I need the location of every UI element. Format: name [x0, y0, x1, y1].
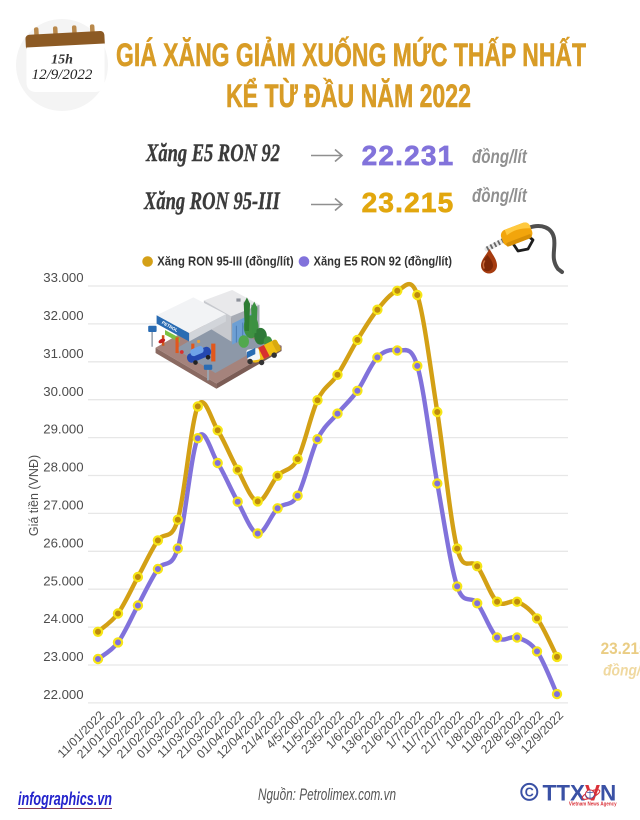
svg-text:33.000: 33.000 — [43, 270, 83, 285]
svg-text:32.000: 32.000 — [43, 308, 83, 323]
svg-text:30.000: 30.000 — [43, 384, 83, 399]
svg-text:Giá tiền (VNĐ): Giá tiền (VNĐ) — [27, 455, 41, 536]
svg-text:27.000: 27.000 — [43, 498, 83, 513]
svg-text:C: C — [525, 785, 534, 799]
svg-text:31.000: 31.000 — [43, 346, 83, 361]
svg-text:Xăng RON 95-III (đồng/lít): Xăng RON 95-III (đồng/lít) — [157, 254, 294, 268]
svg-text:22.000: 22.000 — [43, 687, 83, 702]
svg-text:12/9/2022: 12/9/2022 — [32, 67, 93, 83]
svg-text:15h: 15h — [51, 53, 73, 68]
svg-text:28.000: 28.000 — [43, 460, 83, 475]
svg-text:đồng/lít: đồng/lít — [603, 663, 640, 680]
svg-text:26.000: 26.000 — [43, 535, 83, 550]
svg-text:23.000: 23.000 — [43, 649, 83, 664]
svg-text:25.000: 25.000 — [43, 573, 83, 588]
svg-text:29.000: 29.000 — [43, 422, 83, 437]
svg-text:23.215: 23.215 — [601, 640, 640, 658]
svg-text:Xăng E5 RON 92 (đồng/lít): Xăng E5 RON 92 (đồng/lít) — [314, 254, 453, 268]
svg-text:24.000: 24.000 — [43, 611, 83, 626]
svg-text:Vietnam News Agency: Vietnam News Agency — [569, 802, 617, 808]
